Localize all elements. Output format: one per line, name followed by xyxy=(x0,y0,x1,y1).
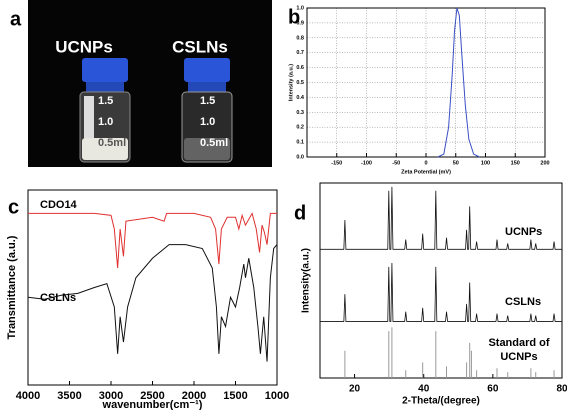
y-tick-label: 0.6 xyxy=(296,65,304,71)
series-line xyxy=(320,262,562,322)
x-tick-label: 20 xyxy=(349,384,361,395)
x-tick-label: 0 xyxy=(424,160,427,166)
photo-label: CSLNs xyxy=(172,37,228,56)
x-tick-label: 50 xyxy=(453,160,459,166)
series-label: Standard of UCNPs xyxy=(488,337,550,363)
x-tick-label: 2500 xyxy=(140,390,164,402)
y-tick-label: 0.3 xyxy=(296,110,304,116)
x-tick-label: 150 xyxy=(511,160,520,166)
y-tick-label: 0.2 xyxy=(296,125,304,131)
plot-frame xyxy=(306,7,546,158)
series-line xyxy=(437,7,480,158)
x-tick-label: 1500 xyxy=(223,390,247,402)
series-line xyxy=(320,186,562,250)
graduation: 0.5ml xyxy=(200,137,228,149)
x-tick-label: -150 xyxy=(331,160,342,166)
x-tick-label: 60 xyxy=(487,384,499,395)
vial-left xyxy=(79,58,131,163)
series-label: CDO14 xyxy=(40,199,78,211)
panel-label: b xyxy=(288,6,300,28)
x-axis-label: Zeta Potential (mV) xyxy=(401,169,451,175)
series-label: CSLNs xyxy=(40,292,76,304)
x-tick-label: -50 xyxy=(392,160,400,166)
series-label: UCNPs xyxy=(505,226,542,238)
x-tick-label: 2000 xyxy=(182,390,206,402)
x-axis-label: 2-Theta/(degree) xyxy=(402,396,480,407)
y-tick-label: 0.7 xyxy=(296,50,304,56)
x-tick-label: 1000 xyxy=(265,390,289,402)
y-tick-label: 0.4 xyxy=(296,95,305,101)
y-tick-label: 0.5 xyxy=(296,80,304,86)
graduation: 1.5 xyxy=(200,95,215,107)
photo-background xyxy=(28,0,272,167)
panel-label: a xyxy=(10,8,22,30)
y-tick-label: 1.0 xyxy=(296,5,304,11)
series-label: CSLNs xyxy=(505,296,541,308)
y-tick-label: 0.1 xyxy=(296,140,304,146)
vial-right xyxy=(181,58,233,163)
plot-frame xyxy=(27,189,278,386)
x-tick-label: 40 xyxy=(418,384,430,395)
graduation: 0.5ml xyxy=(98,137,126,149)
photo-label: UCNPs xyxy=(55,37,113,56)
panel-label: d xyxy=(294,202,306,224)
y-axis-label: Transmittance (a.u.) xyxy=(6,235,18,339)
x-tick-label: 100 xyxy=(481,160,490,166)
x-tick-label: 3000 xyxy=(99,390,123,402)
graduation: 1.0 xyxy=(200,116,215,128)
series-line xyxy=(27,244,278,362)
y-tick-label: 0.9 xyxy=(296,20,304,26)
y-axis-label: Intensity (a.u.) xyxy=(288,64,294,101)
series-line xyxy=(28,212,277,269)
x-tick-label: 200 xyxy=(540,160,549,166)
x-tick-label: -100 xyxy=(361,160,372,166)
x-tick-label: 3500 xyxy=(57,390,81,402)
plot-frame xyxy=(319,182,563,379)
graduation: 1.5 xyxy=(98,95,113,107)
x-tick-label: 4000 xyxy=(16,390,40,402)
y-axis-label: Intensity(a.u.) xyxy=(301,248,312,313)
y-tick-label: 0.0 xyxy=(296,154,304,160)
graduation: 1.0 xyxy=(98,116,113,128)
panel-label: c xyxy=(8,196,19,218)
x-tick-label: 80 xyxy=(556,384,567,395)
x-axis-label: wavenumber(cm⁻¹) xyxy=(102,399,203,410)
y-tick-label: 0.8 xyxy=(296,35,304,41)
